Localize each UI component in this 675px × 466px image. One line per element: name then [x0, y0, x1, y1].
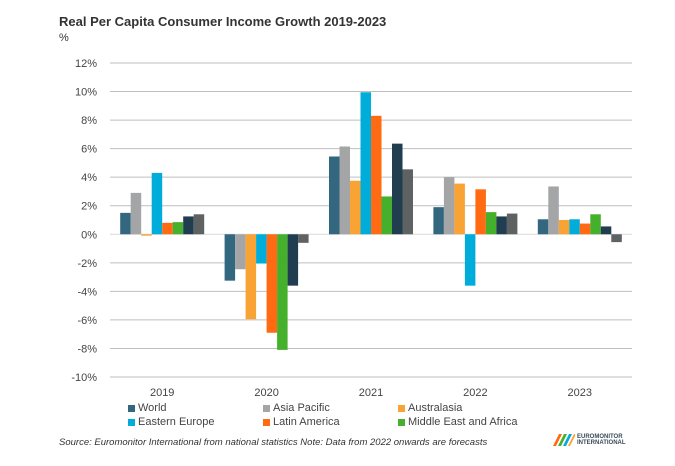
bar-middle-east-and-africa-2021: [381, 196, 392, 235]
bar-australasia-2021: [350, 180, 361, 235]
y-tick-label: -4%: [77, 286, 97, 298]
bar-series-8-2021: [402, 169, 413, 235]
bar-middle-east-and-africa-2023: [590, 214, 601, 235]
x-tick-label: 2020: [254, 387, 278, 399]
bar-series-7-2020: [287, 234, 299, 286]
bar-latin-america-2022: [475, 189, 486, 235]
legend: World Asia Pacific Australasia Eastern Euro…: [128, 402, 628, 428]
legend-item: World: [128, 402, 263, 414]
bar-world-2022: [433, 207, 444, 235]
x-tick-label: 2021: [359, 387, 383, 399]
y-tick-label: 4%: [81, 172, 97, 184]
y-tick-label: 6%: [81, 144, 97, 156]
bar-asia-pacific-2020: [235, 234, 246, 270]
bar-eastern-europe-2019: [151, 172, 163, 235]
bar-world-2023: [537, 219, 549, 235]
bar-australasia-2020: [245, 234, 257, 320]
bar-series-8-2019: [193, 214, 205, 235]
legend-label: World: [138, 402, 167, 414]
bar-world-2020: [224, 234, 236, 281]
legend-swatch: [263, 404, 270, 412]
legend-swatch: [128, 418, 135, 426]
y-tick-label: -6%: [77, 315, 97, 327]
bar-middle-east-and-africa-2019: [172, 222, 184, 235]
bar-series-7-2023: [600, 226, 612, 235]
y-tick-label: 10%: [75, 87, 97, 99]
bar-world-2021: [329, 156, 340, 235]
logo-icon: [553, 434, 575, 446]
bar-asia-pacific-2022: [443, 177, 455, 235]
bar-series-7-2019: [183, 216, 194, 235]
legend-label: Australasia: [408, 402, 463, 414]
euromonitor-logo: EUROMONITOR INTERNATIONAL: [553, 434, 626, 446]
bar-world-2019: [120, 212, 131, 235]
bar-asia-pacific-2019: [130, 192, 142, 235]
bar-latin-america-2019: [162, 222, 173, 235]
legend-label: Latin America: [273, 416, 340, 428]
bar-latin-america-2021: [371, 115, 382, 235]
y-tick-label: 12%: [75, 58, 97, 70]
bar-asia-pacific-2023: [548, 186, 559, 235]
legend-item: Latin America: [263, 416, 398, 428]
legend-item: Eastern Europe: [128, 416, 263, 428]
bar-eastern-europe-2021: [360, 92, 371, 235]
legend-swatch: [128, 404, 135, 412]
bar-series-8-2022: [506, 213, 518, 235]
legend-swatch: [398, 418, 405, 426]
y-tick-label: -10%: [71, 372, 97, 384]
legend-item: Australasia: [398, 402, 598, 414]
legend-swatch: [398, 404, 405, 412]
bar-middle-east-and-africa-2020: [277, 234, 288, 350]
bar-latin-america-2020: [266, 234, 278, 333]
bar-series-8-2020: [298, 234, 309, 243]
bar-series-7-2021: [392, 143, 403, 235]
y-axis-unit: %: [59, 32, 69, 44]
bar-asia-pacific-2021: [339, 146, 350, 235]
source-note: Source: Euromonitor International from n…: [59, 437, 488, 448]
y-tick-label: 0%: [81, 229, 97, 241]
legend-swatch: [263, 418, 270, 426]
legend-item: Middle East and Africa: [398, 416, 598, 428]
bar-eastern-europe-2022: [464, 234, 476, 286]
y-tick-label: 2%: [81, 201, 97, 213]
bar-series-7-2022: [496, 216, 507, 235]
bar-latin-america-2023: [579, 223, 591, 235]
legend-label: Asia Pacific: [273, 402, 330, 414]
bar-eastern-europe-2020: [256, 234, 267, 264]
x-tick-label: 2019: [150, 387, 174, 399]
bar-series-8-2023: [611, 234, 622, 243]
bar-australasia-2022: [454, 183, 465, 235]
y-tick-label: -8%: [77, 343, 97, 355]
bar-eastern-europe-2023: [569, 219, 580, 235]
y-tick-label: -2%: [77, 258, 97, 270]
y-tick-label: 8%: [81, 115, 97, 127]
bar-australasia-2023: [558, 220, 570, 235]
legend-label: Middle East and Africa: [408, 416, 518, 428]
x-tick-label: 2023: [568, 387, 592, 399]
chart-title: Real Per Capita Consumer Income Growth 2…: [59, 14, 387, 29]
x-tick-label: 2022: [463, 387, 487, 399]
bar-australasia-2019: [141, 234, 152, 236]
bar-middle-east-and-africa-2022: [485, 212, 497, 235]
legend-item: Asia Pacific: [263, 402, 398, 414]
legend-label: Eastern Europe: [138, 416, 215, 428]
